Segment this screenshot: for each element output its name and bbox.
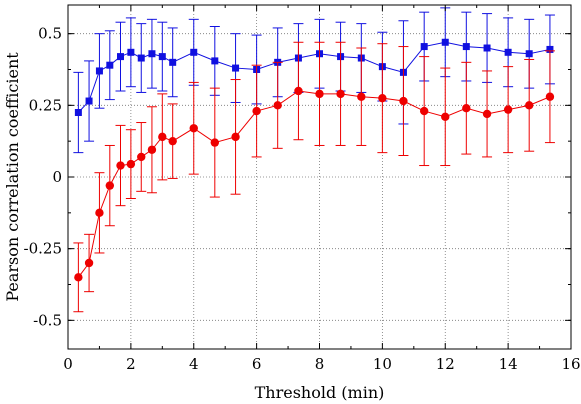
data-point xyxy=(524,101,534,110)
data-point xyxy=(84,258,94,268)
data-point xyxy=(95,208,104,218)
y-tick-label: -0.5 xyxy=(33,311,62,329)
x-tick-label: 10 xyxy=(373,355,392,373)
series-line xyxy=(77,90,551,278)
y-tick-label: 0.25 xyxy=(29,96,62,114)
data-point xyxy=(158,132,167,142)
data-point xyxy=(232,64,240,72)
data-point xyxy=(169,58,177,66)
x-tick-label: 16 xyxy=(561,355,580,373)
x-tick-label: 4 xyxy=(189,355,199,373)
x-tick-label: 8 xyxy=(315,355,325,373)
data-point xyxy=(190,48,198,56)
series-line xyxy=(78,41,551,113)
x-tick-label: 0 xyxy=(63,355,73,373)
data-point xyxy=(294,86,303,96)
y-tick-label: -0.25 xyxy=(24,240,62,258)
data-point xyxy=(158,53,166,61)
data-point xyxy=(441,112,450,122)
data-point xyxy=(483,44,491,52)
data-point xyxy=(462,43,470,51)
x-tick-label: 14 xyxy=(499,355,518,373)
ticks: 0 2 4 6 8 10 12 14 16 -0.5 -0.25 0 0.25 0.5 xyxy=(24,5,581,373)
data-point xyxy=(482,109,492,119)
data-point xyxy=(525,50,533,58)
series-2 xyxy=(73,41,555,313)
data-point xyxy=(126,159,136,169)
data-point xyxy=(211,57,219,65)
data-point xyxy=(315,89,324,99)
y-tick-label: 0 xyxy=(52,168,62,186)
data-point xyxy=(168,136,177,146)
x-axis-label: Threshold (min) xyxy=(255,383,385,402)
data-point xyxy=(137,152,146,162)
data-point xyxy=(273,101,282,110)
data-point xyxy=(189,124,198,133)
x-tick-label: 6 xyxy=(252,355,262,373)
x-tick-label: 2 xyxy=(126,355,136,373)
data-point xyxy=(148,50,156,58)
x-tick-label: 12 xyxy=(436,355,455,373)
data-point xyxy=(116,161,125,170)
data-point xyxy=(399,96,408,106)
data-point xyxy=(336,89,345,99)
data-point xyxy=(106,61,114,69)
data-point xyxy=(85,97,93,105)
data-point xyxy=(95,67,103,75)
data-point xyxy=(504,48,512,56)
series-layer xyxy=(73,7,555,313)
data-point xyxy=(419,106,429,116)
data-point xyxy=(545,92,555,101)
data-point xyxy=(137,54,145,62)
data-point xyxy=(503,105,513,114)
y-axis-label: Pearson correlation coefficient xyxy=(3,52,22,302)
data-point xyxy=(210,138,220,147)
y-tick-label: 0.5 xyxy=(38,25,62,43)
data-point xyxy=(74,109,82,116)
data-point xyxy=(441,38,449,46)
data-point xyxy=(74,273,83,282)
data-point xyxy=(127,48,135,56)
data-point xyxy=(357,92,366,101)
data-point xyxy=(252,106,261,116)
data-point xyxy=(546,45,554,53)
data-point xyxy=(147,145,157,154)
series-1 xyxy=(73,7,555,154)
data-point xyxy=(231,132,240,142)
data-point xyxy=(462,104,471,113)
data-point xyxy=(378,93,387,103)
data-point xyxy=(117,53,125,61)
data-point xyxy=(105,181,115,190)
data-point xyxy=(420,43,428,51)
